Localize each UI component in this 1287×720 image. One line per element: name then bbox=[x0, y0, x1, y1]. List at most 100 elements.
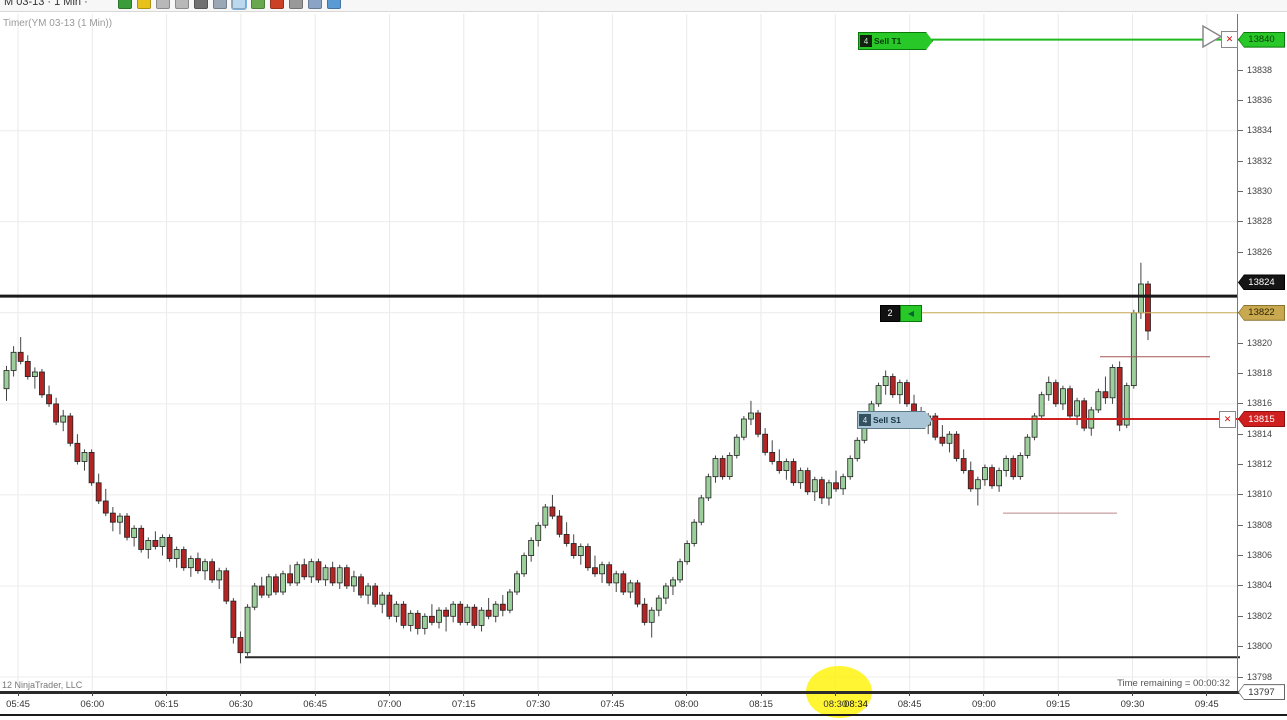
time-tick-label: 09:00 bbox=[972, 699, 996, 710]
time-tick bbox=[537, 692, 539, 696]
candle bbox=[287, 573, 294, 584]
time-tick-label: 07:45 bbox=[600, 699, 625, 710]
time-tick-label: 08:30 bbox=[823, 699, 848, 710]
candle bbox=[528, 540, 535, 557]
candle bbox=[351, 576, 357, 587]
cancel-stop-order-button[interactable]: ✕ bbox=[1219, 411, 1236, 428]
candle bbox=[358, 576, 364, 596]
candle bbox=[24, 360, 31, 377]
candle bbox=[960, 458, 967, 472]
candle bbox=[365, 585, 371, 596]
candle bbox=[1095, 391, 1102, 411]
price-tick-label: 13826 bbox=[1247, 246, 1273, 257]
cancel-target-order-button[interactable]: ✕ bbox=[1221, 31, 1238, 48]
save-icon[interactable] bbox=[308, 0, 322, 9]
snapshot-icon[interactable] bbox=[213, 0, 227, 9]
candle bbox=[989, 467, 995, 487]
candle bbox=[280, 573, 286, 593]
candle bbox=[783, 461, 790, 472]
panel-icon[interactable] bbox=[327, 0, 341, 9]
candle bbox=[273, 576, 279, 593]
candle bbox=[1067, 388, 1073, 417]
candle bbox=[407, 612, 414, 626]
candle bbox=[542, 506, 549, 526]
candle bbox=[904, 382, 910, 405]
candle bbox=[1031, 415, 1038, 438]
time-tick bbox=[983, 692, 985, 696]
candle bbox=[294, 564, 301, 584]
time-tick bbox=[463, 692, 465, 696]
price-tick bbox=[1238, 251, 1243, 253]
zoom-in-icon[interactable] bbox=[156, 0, 170, 9]
crosshair-icon[interactable] bbox=[194, 0, 208, 9]
candle bbox=[31, 371, 38, 377]
candle bbox=[237, 637, 244, 654]
time-tick-label: 06:15 bbox=[154, 699, 179, 710]
candle bbox=[485, 609, 492, 617]
time-remaining-label: Time remaining = 00:00:32 bbox=[1117, 678, 1230, 689]
candle bbox=[308, 561, 315, 578]
stop-order-chip[interactable]: 4 Sell S1 bbox=[857, 411, 932, 429]
candle bbox=[386, 594, 393, 617]
stop-order-qty[interactable]: 4 bbox=[859, 414, 871, 426]
time-tick bbox=[834, 692, 836, 696]
zoom-out-icon[interactable] bbox=[175, 0, 189, 9]
candle bbox=[414, 612, 421, 629]
candle bbox=[932, 415, 939, 438]
candle bbox=[627, 582, 634, 593]
chart-trader-icon[interactable] bbox=[231, 0, 247, 10]
candle bbox=[1123, 385, 1130, 426]
time-tick bbox=[611, 692, 613, 696]
candle bbox=[81, 451, 88, 462]
candle bbox=[223, 570, 230, 602]
candle bbox=[804, 470, 811, 493]
candle bbox=[131, 527, 138, 538]
candle bbox=[762, 433, 769, 453]
candle bbox=[478, 609, 485, 626]
candle bbox=[648, 609, 655, 623]
chart-style-icon[interactable] bbox=[118, 0, 132, 9]
target-order-chip[interactable]: 4 Sell T1 bbox=[858, 32, 933, 50]
candle bbox=[138, 527, 145, 550]
candle bbox=[556, 515, 563, 535]
reload-icon[interactable] bbox=[270, 0, 284, 9]
candle bbox=[315, 561, 322, 581]
candle bbox=[1130, 312, 1137, 386]
time-axis-border bbox=[0, 691, 1240, 694]
price-tick bbox=[1238, 373, 1243, 374]
candle bbox=[896, 382, 903, 396]
price-tag[interactable]: 13840 bbox=[1238, 31, 1285, 48]
candle bbox=[46, 394, 52, 405]
candle bbox=[322, 567, 329, 581]
position-arrow-icon[interactable]: ◀ bbox=[900, 304, 922, 322]
position-qty[interactable]: 2 bbox=[880, 304, 900, 322]
price-tick bbox=[1238, 615, 1243, 617]
position-marker-chip[interactable]: 2 ◀ bbox=[880, 304, 922, 322]
symbol-interval-label[interactable]: M 03-13 · 1 Min · bbox=[4, 0, 88, 8]
time-tick-label: 08:00 bbox=[674, 699, 699, 710]
price-tick-label: 13818 bbox=[1247, 368, 1273, 378]
candle bbox=[655, 597, 662, 611]
candle bbox=[329, 567, 336, 584]
candle bbox=[698, 497, 705, 523]
copyright-label: 12 NinjaTrader, LLC bbox=[2, 680, 83, 690]
properties-icon[interactable] bbox=[289, 0, 303, 9]
indicator-lightning-icon[interactable] bbox=[137, 0, 151, 9]
data-grid-icon[interactable] bbox=[251, 0, 265, 9]
candle bbox=[428, 615, 435, 623]
candle bbox=[826, 482, 832, 499]
candle bbox=[514, 573, 520, 593]
candle bbox=[755, 412, 761, 435]
target-order-qty[interactable]: 4 bbox=[860, 35, 872, 47]
time-tick-label: 09:45 bbox=[1194, 699, 1219, 710]
candle bbox=[301, 564, 308, 578]
candle bbox=[939, 436, 946, 444]
toolbar: M 03-13 · 1 Min · bbox=[0, 0, 1287, 12]
candle bbox=[563, 534, 570, 544]
price-tag[interactable]: 13815 bbox=[1238, 411, 1285, 428]
candle bbox=[173, 549, 180, 560]
time-tick-label: 09:15 bbox=[1046, 699, 1071, 710]
time-tick bbox=[389, 692, 390, 696]
candle bbox=[974, 479, 981, 490]
